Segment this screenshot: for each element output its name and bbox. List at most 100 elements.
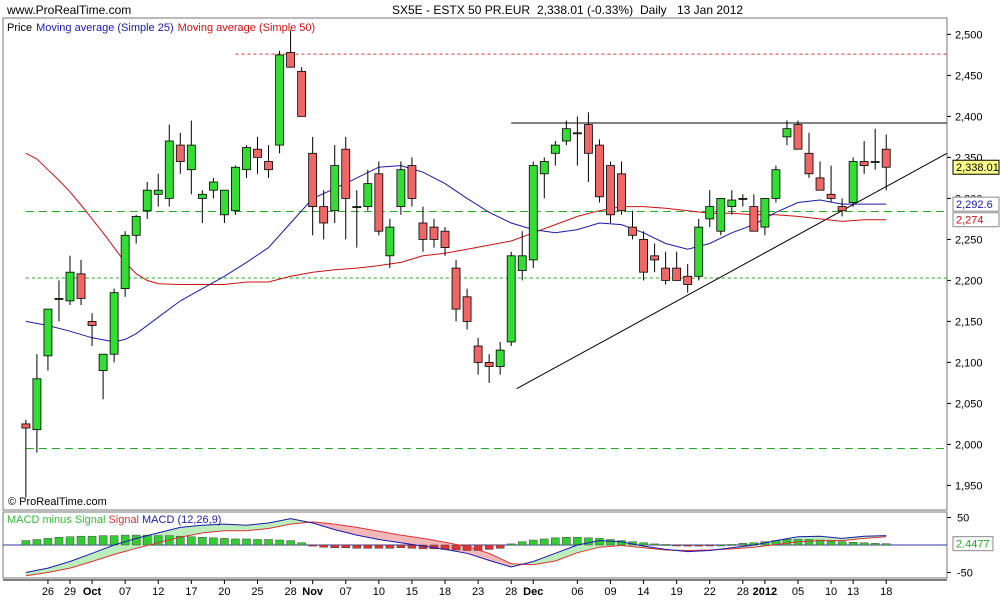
- candle: [407, 157, 417, 207]
- candle-body: [242, 147, 251, 171]
- macd-hist-bar: [584, 537, 593, 546]
- y-tick-label: 2,050: [955, 398, 983, 410]
- candle: [286, 30, 296, 68]
- site-label[interactable]: www.ProRealTime.com: [7, 3, 132, 17]
- candle: [231, 165, 240, 215]
- candle: [253, 136, 262, 174]
- candle-body: [804, 152, 814, 175]
- candle: [87, 313, 97, 346]
- x-tick-label: 18: [880, 586, 892, 598]
- candle: [43, 308, 53, 371]
- candle: [584, 112, 593, 182]
- candle: [175, 132, 185, 174]
- ma25-line: [25, 165, 887, 343]
- period-label: Daily: [640, 3, 667, 17]
- macd-y-tick-label: -50: [957, 568, 973, 580]
- candle-body: [793, 124, 803, 150]
- macd-hist-bar: [473, 544, 483, 551]
- x-tick-label: 18: [439, 586, 451, 598]
- macd-value-box: [952, 536, 994, 552]
- x-tick-label: 14: [637, 586, 649, 598]
- candle: [517, 231, 527, 281]
- candle-body: [363, 183, 373, 207]
- x-tick-label: 2012: [753, 586, 777, 598]
- macd-hist-bar: [176, 535, 185, 546]
- price-panel-frame: [2, 17, 948, 511]
- legend-entry: Moving average (Simple 50): [178, 22, 316, 34]
- x-tick-label: 28: [737, 586, 749, 598]
- candle: [275, 50, 284, 154]
- candle: [859, 141, 869, 174]
- candle: [385, 218, 395, 269]
- value-label: 2,292.6: [956, 199, 993, 211]
- candle-body: [661, 267, 671, 281]
- macd-hist-bar: [65, 536, 75, 546]
- candle-body: [572, 132, 582, 135]
- macd-hist-bar: [98, 535, 108, 546]
- macd-hist-bar: [187, 536, 196, 546]
- macd-hist-bar: [495, 544, 505, 549]
- candle: [628, 210, 637, 240]
- macd-hist-bar: [672, 544, 681, 547]
- candle-body: [43, 308, 53, 357]
- candle-body: [418, 222, 428, 240]
- candle: [21, 419, 31, 498]
- candle-body: [716, 197, 726, 232]
- x-tick-label: 15: [406, 586, 418, 598]
- macd-hist-bar: [639, 542, 648, 546]
- candle-body: [738, 197, 748, 200]
- candle: [561, 120, 571, 146]
- price-layer: Price Moving average (Simple 25) Moving av…: [7, 22, 948, 498]
- macd-fill: [467, 546, 490, 561]
- candle: [595, 139, 604, 203]
- macd-fill: [114, 538, 137, 555]
- candle: [164, 124, 174, 207]
- macd-hist-bar: [506, 543, 516, 546]
- candle: [539, 157, 549, 199]
- candle-body: [639, 238, 648, 273]
- y-tick-label: 2,200: [955, 275, 983, 287]
- candle-body: [550, 144, 560, 154]
- macd-hist-bar: [242, 538, 251, 546]
- quote-label: 2,338.01 (-0.33%): [537, 3, 634, 17]
- candle-body: [881, 148, 891, 168]
- candle-body: [606, 165, 615, 216]
- macd-hist-bar: [716, 544, 726, 547]
- macd-hist-bar: [484, 544, 494, 550]
- axis-layer: 1,9502,0002,0502,1002,1502,2002,2502,300…: [3, 29, 1000, 598]
- macd-hist-bar: [32, 539, 42, 546]
- candle: [352, 190, 362, 248]
- candle-body: [429, 226, 439, 240]
- candle: [782, 120, 792, 146]
- x-tick-label: 17: [185, 586, 197, 598]
- macd-hist-bar: [253, 539, 262, 546]
- macd-hist-bar: [231, 538, 240, 546]
- x-tick-label: 07: [340, 586, 352, 598]
- candle-body: [220, 189, 229, 216]
- candle: [881, 134, 891, 191]
- x-tick-label: 29: [64, 586, 76, 598]
- x-tick-label: 23: [472, 586, 484, 598]
- macd-hist-bar: [385, 544, 395, 549]
- candle: [639, 231, 648, 281]
- candle-body: [21, 423, 31, 429]
- macd-hist-bar: [198, 537, 207, 546]
- candle-body: [628, 226, 637, 236]
- candle: [76, 259, 86, 305]
- macd-hist-bar: [804, 539, 814, 546]
- macd-hist-bar: [848, 542, 858, 546]
- candle: [65, 255, 75, 305]
- candle-body: [374, 173, 384, 232]
- x-tick-label: 13: [847, 586, 859, 598]
- candle-body: [782, 128, 792, 138]
- y-tick-label: 2,150: [955, 316, 983, 328]
- macd-hist-bar: [881, 543, 891, 546]
- candle-body: [584, 124, 593, 154]
- candle: [506, 251, 516, 346]
- candle: [848, 157, 858, 207]
- candle-body: [815, 177, 825, 191]
- macd-hist-bar: [661, 544, 670, 546]
- macd-hist-bar: [407, 544, 417, 549]
- candle-body: [65, 271, 75, 302]
